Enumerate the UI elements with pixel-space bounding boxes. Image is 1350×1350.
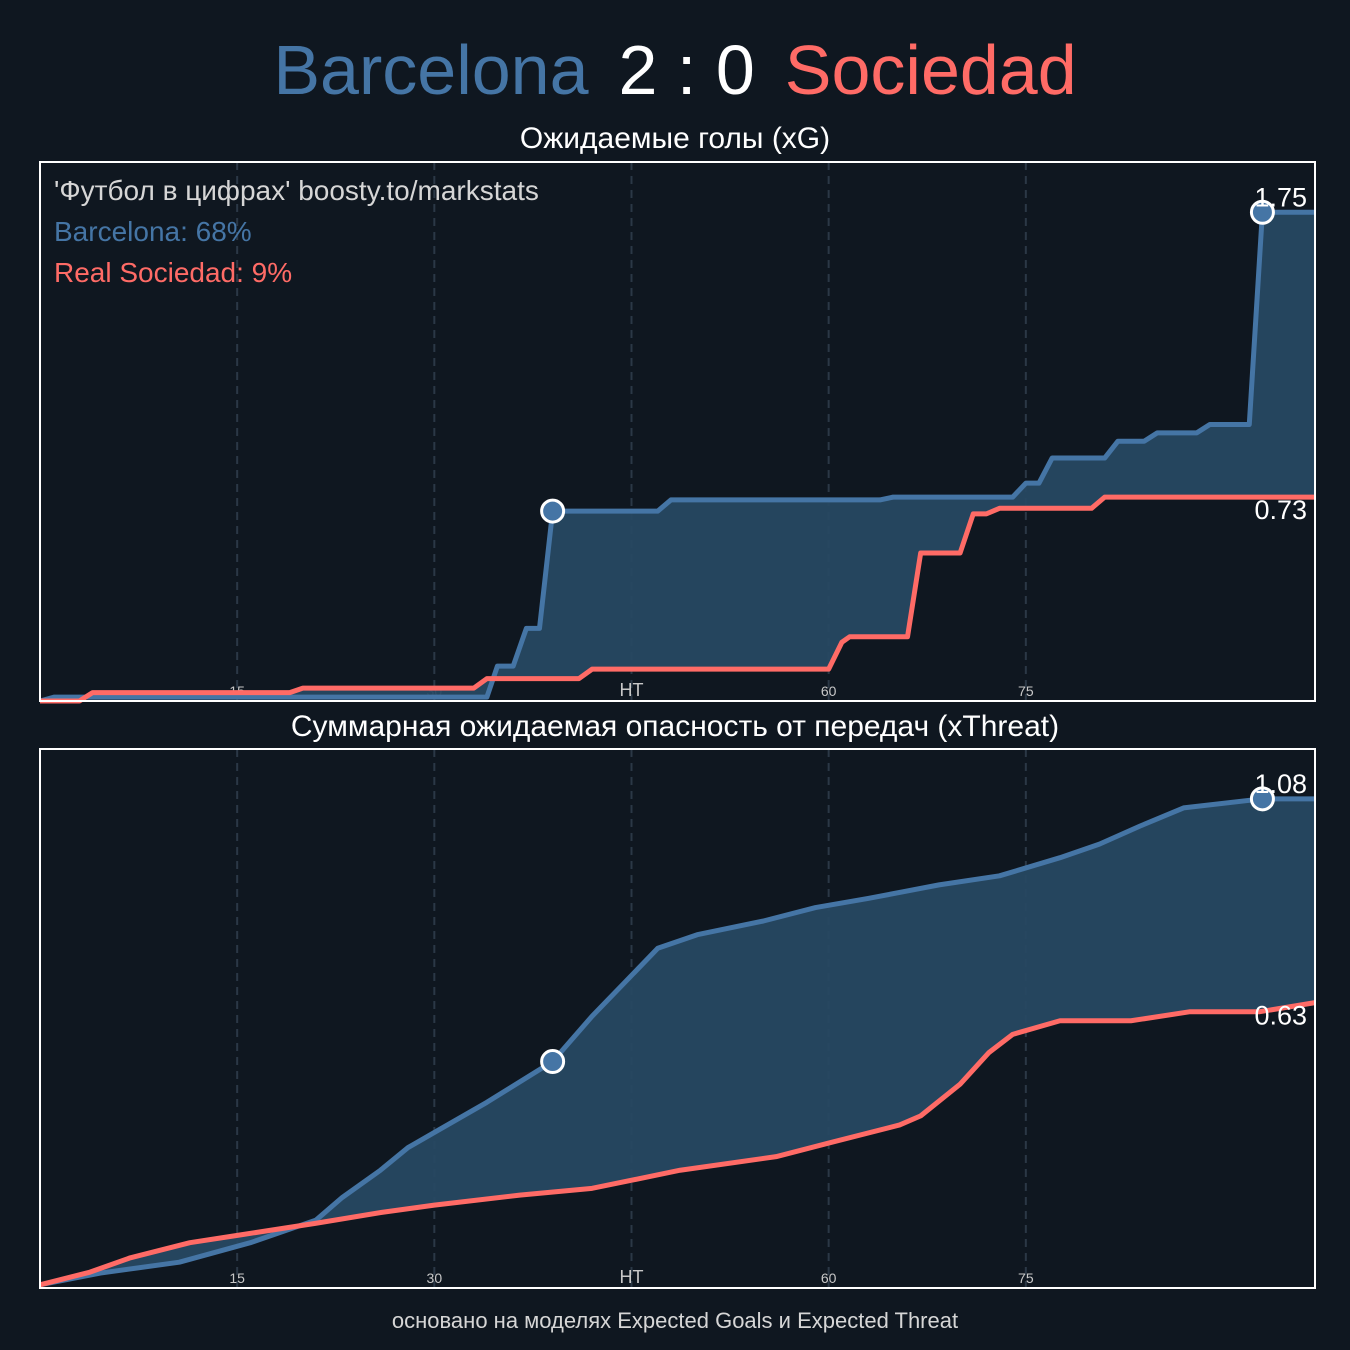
away-win-probability: Real Sociedad: 9% xyxy=(54,257,293,288)
home-final-value: 1.75 xyxy=(1254,182,1307,212)
goal-marker xyxy=(1249,199,1275,225)
x-tick-label: 75 xyxy=(1018,1270,1034,1286)
xthreat-chart: 15 30 HT 60 75 1.08 0.63 xyxy=(39,748,1316,1289)
source-credit: 'Футбол в цифрах' boosty.to/markstats xyxy=(54,175,539,206)
area-between-series xyxy=(40,798,1315,1285)
footer-note: основано на моделях Expected Goals и Exp… xyxy=(391,1308,959,1333)
home-series-line xyxy=(39,209,1315,704)
x-tick-label: 60 xyxy=(821,1270,837,1286)
away-series-line xyxy=(39,1000,1316,1288)
score: 2 : 0 xyxy=(618,31,755,109)
plot-frame xyxy=(39,161,1316,702)
goal-marker xyxy=(540,498,566,524)
home-win-probability: Barcelona: 68% xyxy=(54,216,252,247)
xg-chart-title: Ожидаемые голы (xG) xyxy=(519,122,831,155)
x-tick-label: 75 xyxy=(1018,683,1034,699)
match-title: Barcelona 2 : 0 Sociedad xyxy=(0,30,1350,110)
home-team-name: Barcelona xyxy=(273,31,589,109)
x-tick-label: 60 xyxy=(821,683,837,699)
home-final-value: 1.08 xyxy=(1254,769,1307,799)
away-team-name: Sociedad xyxy=(784,31,1077,109)
away-final-value: 0.63 xyxy=(1254,1001,1307,1031)
x-tick-label: 15 xyxy=(229,1270,245,1286)
plot-frame xyxy=(39,748,1316,1289)
goal-marker xyxy=(1249,786,1275,812)
x-tick-label: 30 xyxy=(427,1270,443,1286)
xthreat-chart-title: Суммарная ожидаемая опасность от передач… xyxy=(290,710,1060,743)
x-tick-label: HT xyxy=(619,1267,643,1287)
goal-marker xyxy=(540,1049,566,1075)
away-series-line xyxy=(40,494,1315,704)
away-final-value: 0.73 xyxy=(1254,495,1307,525)
x-tick-label: HT xyxy=(619,680,643,700)
home-series-line xyxy=(39,796,1315,1288)
area-between-series xyxy=(40,212,1315,702)
legend: 'Футбол в цифрах' boosty.to/markstats Ba… xyxy=(54,170,539,293)
